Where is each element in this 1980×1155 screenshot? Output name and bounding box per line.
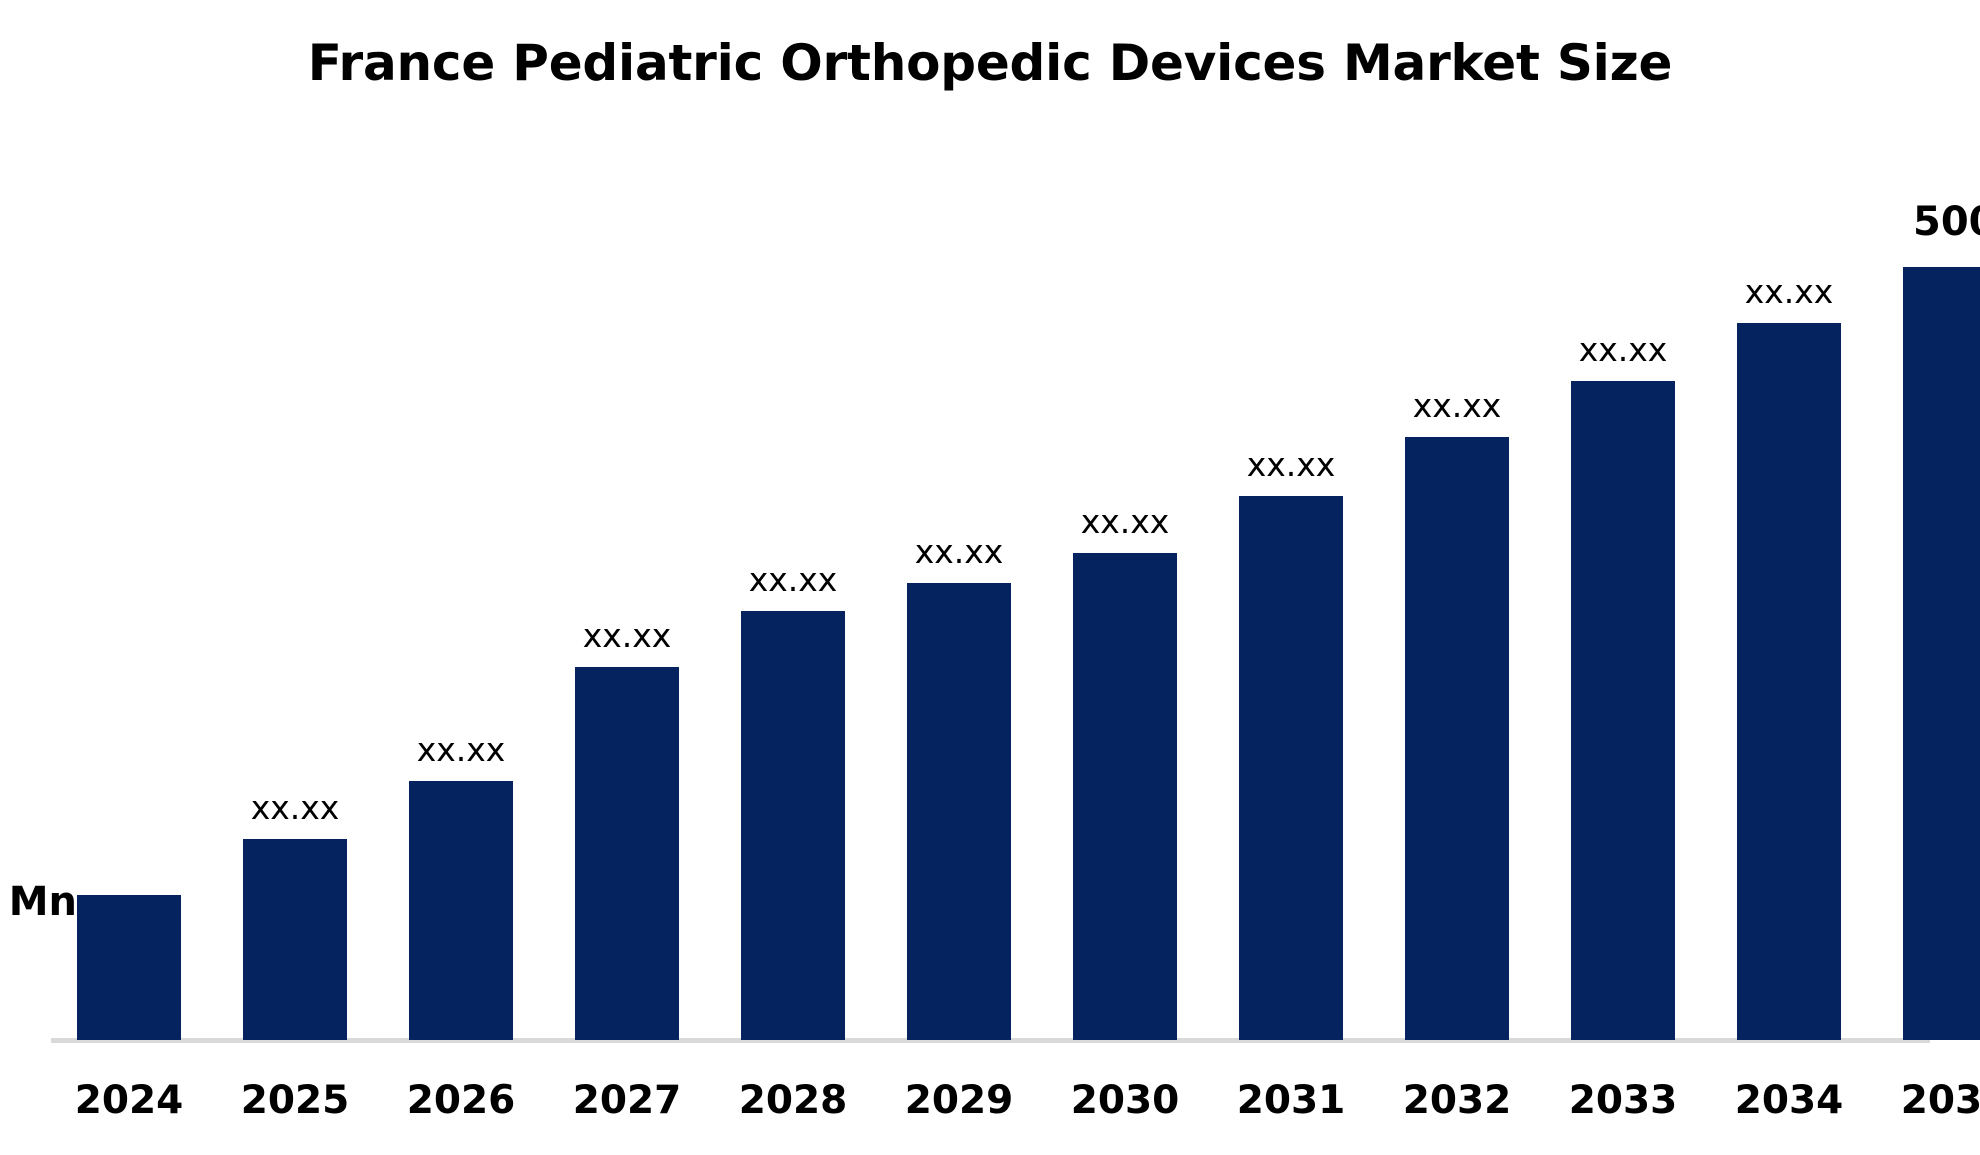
bar[interactable] [907,583,1011,1040]
x-axis-tick-label: 2029 [904,1078,1014,1123]
x-axis-tick-label: 2032 [1402,1078,1512,1123]
bar-value-label: xx.xx [1412,386,1502,425]
x-axis-tick-label: 2027 [572,1078,682,1123]
chart-title: France Pediatric Orthopedic Devices Mark… [307,34,1673,92]
x-axis-tick-label: 2028 [738,1078,848,1123]
bar[interactable] [1737,323,1841,1040]
x-axis-tick-label: 2025 [240,1078,350,1123]
bar-value-label: xx.xx [1080,502,1170,541]
bar-group: xx.xx 2027 [573,0,682,1155]
bar-value-label: xx.xx [416,730,506,769]
bar-value-label: 500.9 Mn [1913,199,1980,245]
bar-group: xx.xx 2033 [1569,0,1678,1155]
bar[interactable] [1571,381,1675,1040]
x-axis-tick-label: 2035 [1900,1078,1980,1123]
bar-value-label: xx.xx [1246,445,1336,484]
x-axis-tick-label: 2034 [1734,1078,1844,1123]
bar[interactable] [1903,267,1980,1040]
bar[interactable] [1239,496,1343,1040]
bar-group: 500.9 Mn 2035 [1901,0,1980,1155]
bar[interactable] [409,781,513,1040]
x-axis-tick-label: 2030 [1070,1078,1180,1123]
bar-group: xx.xx 2025 [241,0,350,1155]
bar-value-label: xx.xx [914,532,1004,571]
bar[interactable] [1405,437,1509,1040]
bar[interactable] [1073,553,1177,1040]
bar-group: 160.9 Mn 2024 [0,0,183,1155]
x-axis-line [51,1038,1930,1043]
bar-group: xx.xx 2031 [1237,0,1346,1155]
x-axis-tick-label: 2033 [1568,1078,1678,1123]
bar-value-label: xx.xx [250,788,340,827]
bar-group: xx.xx 2030 [1071,0,1180,1155]
bar-group: xx.xx 2034 [1735,0,1844,1155]
bar-value-label: xx.xx [1578,330,1668,369]
bar-value-label: xx.xx [748,560,838,599]
bar-group: xx.xx 2028 [739,0,848,1155]
bar-value-label: 160.9 Mn [0,879,77,925]
bar[interactable] [77,895,181,1040]
x-axis-tick-label: 2024 [74,1078,184,1123]
bar[interactable] [575,667,679,1040]
bar[interactable] [741,611,845,1040]
bar-group: xx.xx 2032 [1403,0,1512,1155]
bar-group: xx.xx 2029 [905,0,1014,1155]
x-axis-tick-label: 2026 [406,1078,516,1123]
bar-value-label: xx.xx [1744,272,1834,311]
bar-value-label: xx.xx [582,616,672,655]
bar-group: xx.xx 2026 [407,0,516,1155]
bar[interactable] [243,839,347,1040]
x-axis-tick-label: 2031 [1236,1078,1346,1123]
